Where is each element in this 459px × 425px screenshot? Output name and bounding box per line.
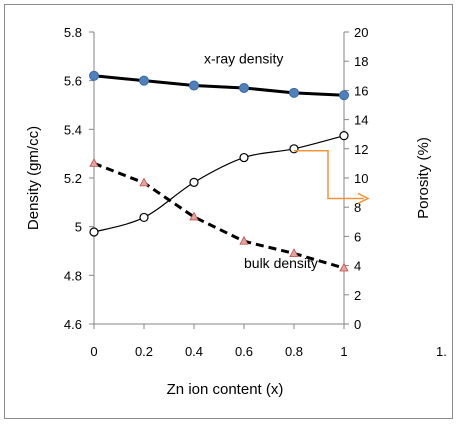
x-tick-label: 0: [90, 344, 97, 359]
bulk-density-point: [289, 248, 299, 257]
xray-density-point: [289, 87, 299, 98]
right-tick-label: 16: [354, 83, 368, 98]
left-tick-label: 5: [75, 220, 82, 235]
x-tick-label: 0.6: [235, 344, 253, 359]
right-axis-title: Porosity (%): [415, 137, 432, 219]
right-tick-label: 10: [354, 171, 368, 186]
porosity-point: [239, 152, 249, 163]
right-tick-label: 14: [354, 113, 368, 128]
x-axis-title: Zn ion content (x): [167, 381, 284, 398]
bulk-density-point: [139, 177, 149, 187]
bulk-density-point: [89, 158, 99, 167]
right-tick-label: 12: [354, 142, 368, 157]
left-axis-title: Density (gm/cc): [25, 126, 42, 230]
xray-density-label: x-ray density: [204, 51, 283, 67]
xray-density-point: [189, 80, 199, 91]
left-tick-label: 5.6: [64, 74, 82, 89]
porosity-point: [139, 212, 149, 223]
xray-density-point: [89, 70, 99, 81]
left-tick-label: 5.8: [64, 25, 82, 40]
x-tick-label: 0.4: [185, 344, 203, 359]
x-tick-label: 0.2: [135, 344, 153, 359]
porosity-point: [189, 177, 199, 187]
xray-density-point: [139, 75, 149, 86]
bulk-density-line: [93, 162, 345, 270]
right-tick-label: 0: [354, 317, 361, 332]
left-tick-label: 5.2: [64, 171, 82, 186]
x-tick-label: 0.8: [285, 344, 303, 359]
porosity-point: [89, 227, 99, 237]
xray-density-line: [93, 74, 345, 97]
porosity-point: [289, 144, 299, 154]
left-tick-label: 4.6: [64, 317, 82, 332]
xray-density-point: [239, 82, 249, 93]
porosity-axis-arrow: [294, 150, 364, 200]
right-tick-label: 18: [354, 54, 368, 69]
tick-labels: 4.6 4.8 5 5.2 5.4 5.6 5.8 0 2 4 6 8 10 12 14 16 18 20 0 0.2…: [64, 25, 369, 359]
right-tick-label: 4: [354, 259, 361, 274]
x-tick-label: 1: [340, 344, 347, 359]
porosity-point: [339, 131, 349, 141]
porosity-axis-arrowhead: [357, 192, 370, 205]
left-tick-label: 4.8: [64, 268, 82, 283]
bulk-density-label: bulk density: [244, 255, 318, 271]
xray-density-point: [339, 90, 349, 101]
bulk-density-point: [189, 211, 199, 221]
series-markers: [89, 70, 349, 272]
annotations: Zn ion content (x) Density (gm/cc) Porosit…: [25, 51, 447, 398]
right-tick-label: 20: [354, 25, 368, 40]
bulk-density-point: [239, 235, 249, 245]
right-tick-label: 6: [354, 229, 361, 244]
right-tick-label: 8: [354, 200, 361, 215]
series-lines: [93, 74, 345, 270]
left-tick-label: 5.4: [64, 122, 82, 137]
bulk-density-point: [339, 262, 349, 272]
chart-frame: [4, 4, 453, 419]
stray-mark: 1.: [436, 344, 447, 359]
right-tick-label: 2: [354, 288, 361, 303]
axes: [89, 31, 349, 329]
